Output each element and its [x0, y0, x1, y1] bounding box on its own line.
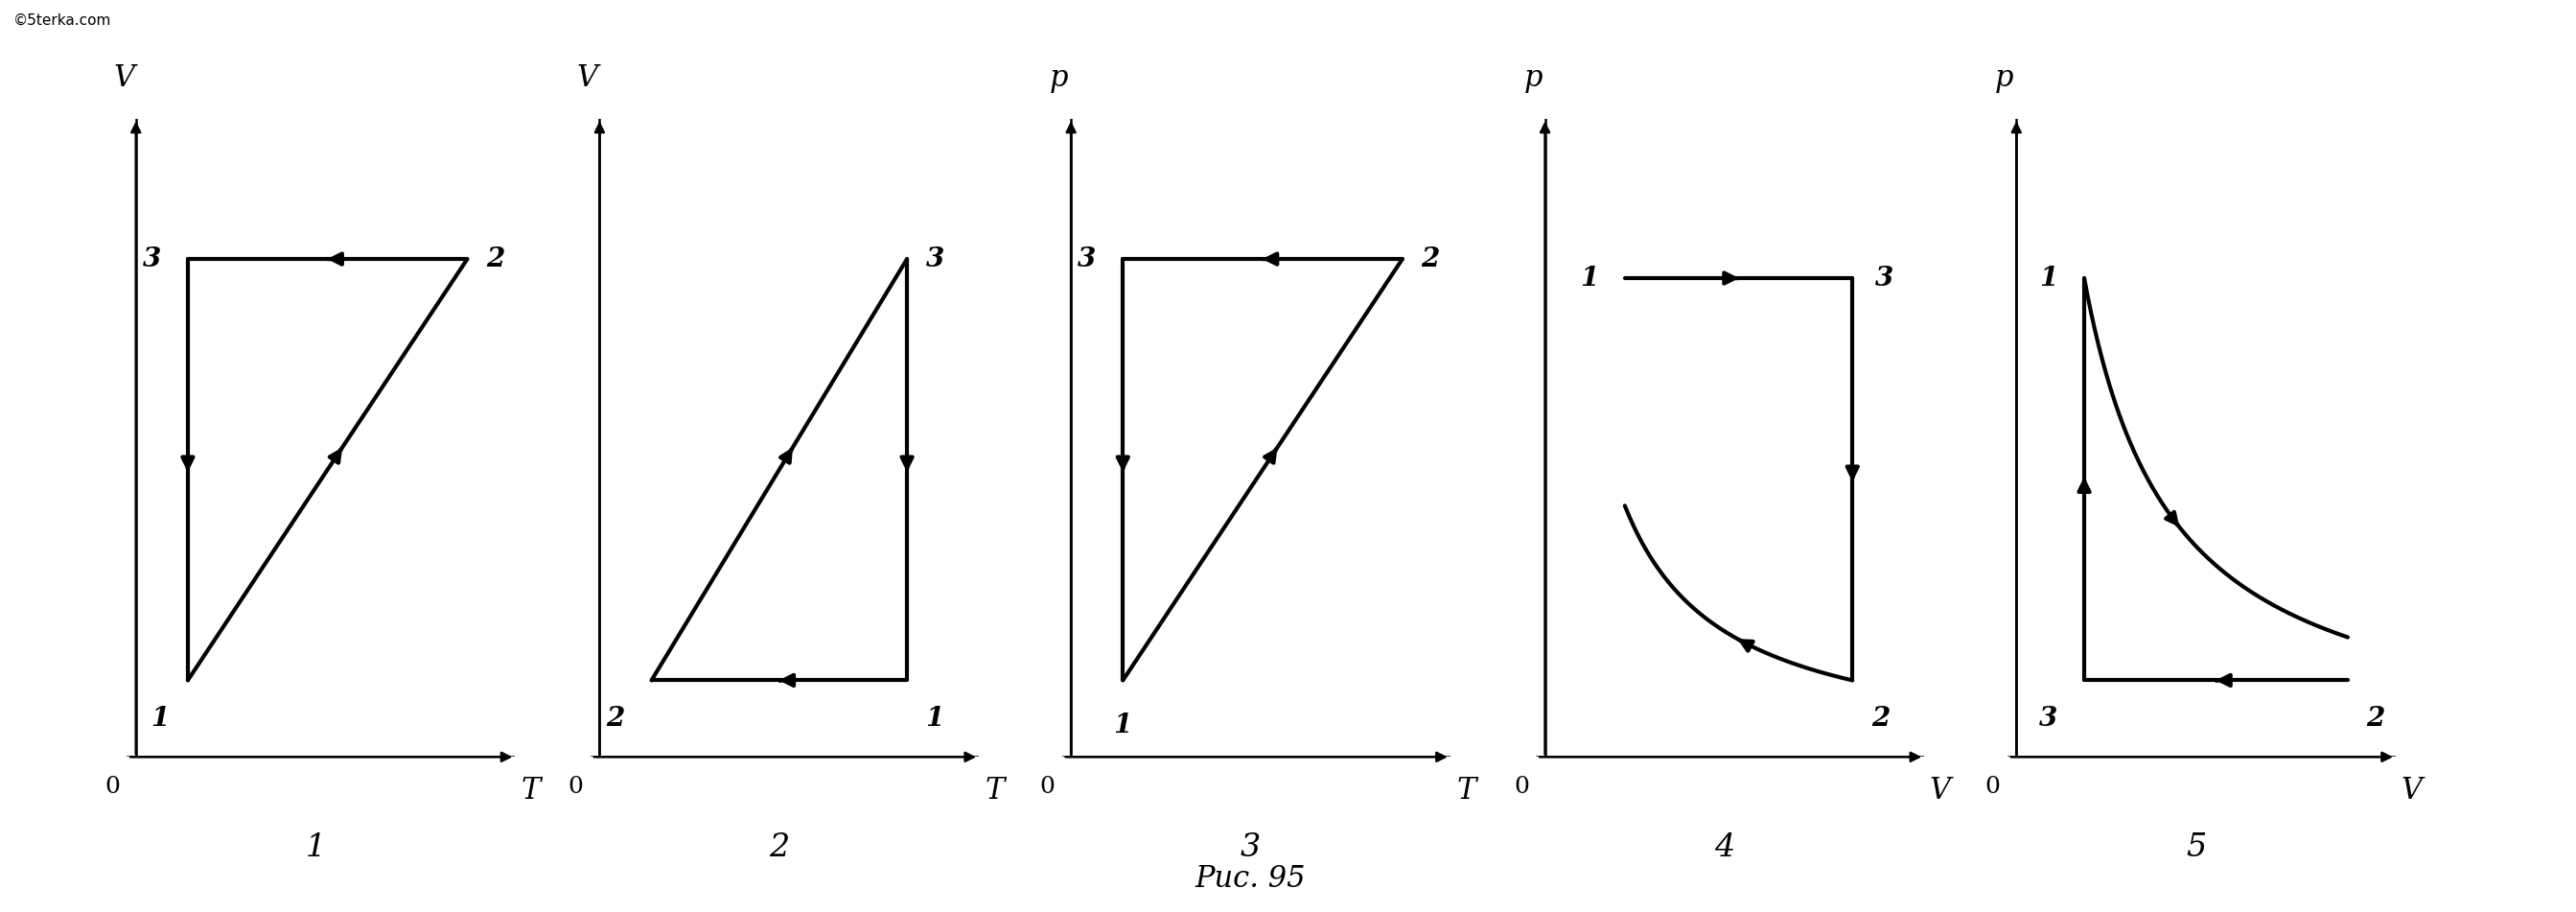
Text: ©5terka.com: ©5terka.com: [13, 14, 111, 28]
Text: V: V: [113, 63, 134, 93]
Text: 2: 2: [1870, 706, 1891, 731]
Text: 4: 4: [1716, 833, 1734, 864]
Text: 3: 3: [1875, 265, 1893, 291]
Text: T: T: [520, 776, 541, 806]
Text: p: p: [1522, 63, 1543, 93]
Text: V: V: [2401, 776, 2421, 806]
Text: 1: 1: [149, 706, 170, 731]
Text: V: V: [1929, 776, 1950, 806]
Text: 2: 2: [487, 246, 505, 272]
Text: 0: 0: [1041, 776, 1056, 798]
Text: 3: 3: [142, 246, 162, 272]
Text: 0: 0: [569, 776, 585, 798]
Text: p: p: [1994, 63, 2014, 93]
Text: 0: 0: [1986, 776, 2002, 798]
Text: T: T: [1455, 776, 1476, 806]
Text: 2: 2: [605, 706, 626, 731]
Text: 1: 1: [925, 706, 945, 731]
Text: Рис. 95: Рис. 95: [1195, 864, 1306, 894]
Text: V: V: [577, 63, 598, 93]
Text: T: T: [984, 776, 1005, 806]
Text: 0: 0: [106, 776, 121, 798]
Text: 3: 3: [925, 246, 945, 272]
Text: 1: 1: [1113, 712, 1131, 738]
Text: 3: 3: [1242, 833, 1260, 864]
Text: 5: 5: [2187, 833, 2205, 864]
Text: 3: 3: [2040, 706, 2058, 731]
Text: 2: 2: [1422, 246, 1440, 272]
Text: p: p: [1048, 63, 1069, 93]
Text: 2: 2: [770, 833, 788, 864]
Text: 1: 1: [2040, 265, 2058, 291]
Text: 1: 1: [307, 833, 325, 864]
Text: 3: 3: [1077, 246, 1097, 272]
Text: 1: 1: [1579, 265, 1597, 291]
Text: 2: 2: [2367, 706, 2385, 731]
Text: 0: 0: [1515, 776, 1530, 798]
